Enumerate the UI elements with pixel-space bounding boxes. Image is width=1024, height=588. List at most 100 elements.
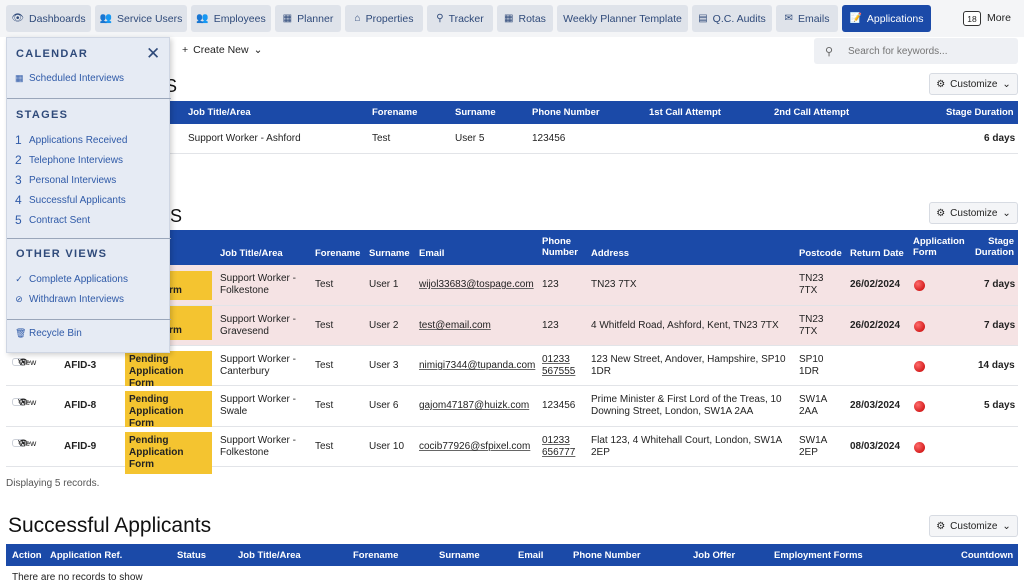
col-address[interactable]: Address [591, 248, 630, 259]
customize-button-2[interactable]: ⚙ Customize ⌄ [929, 202, 1018, 224]
cell-forename: Test [315, 320, 334, 331]
col-application-ref[interactable]: Application Ref. [50, 550, 123, 561]
col-email[interactable]: Email [419, 248, 445, 259]
chevron-down-icon: ⌄ [1002, 207, 1011, 219]
sidebar-item-withdrawn-interviews[interactable]: ⊘ Withdrawn Interviews [15, 294, 125, 305]
col-1st-call[interactable]: 1st Call Attempt [649, 107, 721, 118]
col-status[interactable]: Status [177, 550, 207, 561]
cell-email[interactable]: nimigi7344@tupanda.com [419, 360, 536, 371]
table-row[interactable]: 👁 View AFID-3 Pending Application Form Su… [6, 346, 1018, 393]
sidebar-item-complete-applications[interactable]: ✓ Complete Applications [15, 274, 128, 285]
cell-duration: 14 days [978, 360, 1015, 371]
sidebar-item-recycle-bin[interactable]: 🗑 Recycle Bin [15, 328, 82, 339]
sidebar-item-scheduled-interviews[interactable]: ▦ Scheduled Interviews [15, 73, 125, 84]
home-icon: ⌂ [354, 13, 361, 24]
sidebar-item-stage-1[interactable]: 1 Applications Received [15, 133, 128, 147]
nav-applications[interactable]: 📝 Applications [842, 5, 931, 32]
col-forename[interactable]: Forename [372, 107, 418, 118]
cell-job: Support Worker - Canterbury [220, 354, 296, 377]
cell-application-id[interactable]: AFID-9 [64, 441, 97, 452]
nav-service-users[interactable]: 👥 Service Users [95, 5, 187, 32]
nav-tracker[interactable]: ⚲ Tracker [427, 5, 493, 32]
table-row[interactable]: Support Worker - Ashford Test User 5 123… [6, 124, 1018, 154]
nav-qc-audits[interactable]: ▤ Q.C. Audits [692, 5, 772, 32]
col-job-offer[interactable]: Job Offer [693, 550, 736, 561]
customize-button-3[interactable]: ⚙ Customize ⌄ [929, 515, 1018, 537]
cell-email[interactable]: test@email.com [419, 320, 491, 331]
gear-icon: ⚙ [936, 78, 946, 90]
col-surname[interactable]: Surname [455, 107, 496, 118]
cell-application-id[interactable]: AFID-3 [64, 360, 97, 371]
cell-job: Support Worker - Swale [220, 394, 296, 417]
nav-weekly-planner-template[interactable]: Weekly Planner Template [557, 5, 688, 32]
status-badge: Pending Application Form [125, 391, 212, 433]
more-count-badge[interactable]: 18 [963, 11, 981, 26]
col-phone[interactable]: Phone Number [542, 236, 578, 258]
search-input[interactable] [848, 45, 1008, 57]
col-email[interactable]: Email [518, 550, 544, 561]
cell-email[interactable]: gajom47187@huizk.com [419, 400, 530, 411]
col-forename[interactable]: Forename [315, 248, 361, 259]
sidebar-item-stage-2[interactable]: 2 Telephone Interviews [15, 153, 123, 167]
nav-employees[interactable]: 👥 Employees [191, 5, 271, 32]
create-new-button[interactable]: + Create New ⌄ [182, 44, 263, 56]
cell-postcode: TN23 7TX [799, 314, 824, 337]
col-phone[interactable]: Phone Number [573, 550, 641, 561]
cell-address: 4 Whitfeld Road, Ashford, Kent, TN23 7TX [591, 320, 779, 331]
cell-phone: 123 [542, 320, 559, 331]
cell-email[interactable]: cocib77926@sfpixel.com [419, 441, 531, 452]
sidebar-item-stage-4[interactable]: 4 Successful Applicants [15, 193, 126, 207]
section2-title: S [170, 206, 183, 226]
close-icon[interactable]: ✕ [146, 44, 161, 63]
view-button[interactable]: 👁 View [12, 397, 36, 407]
red-status-icon [914, 280, 925, 291]
cell-application-id[interactable]: AFID-8 [64, 400, 97, 411]
col-return-date[interactable]: Return Date [850, 248, 904, 259]
nav-dashboards[interactable]: 👁 Dashboards [6, 5, 91, 32]
cell-address: 123 New Street, Andover, Hampshire, SP10… [591, 354, 786, 377]
col-2nd-call[interactable]: 2nd Call Attempt [774, 107, 850, 118]
col-job-title[interactable]: Job Title/Area [188, 107, 251, 118]
other-views-heading: OTHER VIEWS [16, 248, 108, 260]
col-forename[interactable]: Forename [353, 550, 399, 561]
col-employment-forms[interactable]: Employment Forms [774, 550, 863, 561]
view-button[interactable]: 👁 View [12, 357, 36, 367]
sidebar-item-stage-3[interactable]: 3 Personal Interviews [15, 173, 117, 187]
col-job-title[interactable]: Job Title/Area [238, 550, 301, 561]
table-row[interactable]: n Form Support Worker - Gravesend Test U… [6, 306, 1018, 346]
cell-return-date: 26/02/2024 [850, 320, 901, 331]
col-countdown[interactable]: Countdown [961, 550, 1014, 561]
cell-email[interactable]: wijol33683@tospage.com [419, 279, 534, 290]
cell-forename: Test [315, 360, 334, 371]
col-postcode[interactable]: Postcode [799, 248, 842, 259]
section3-table-header: Action Application Ref. Status Job Title… [6, 544, 1018, 566]
cell-return-date: 08/03/2024 [850, 441, 901, 452]
sidebar-item-stage-5[interactable]: 5 Contract Sent [15, 213, 91, 227]
section2-table-header: Job Title/Area Forename Surname Email Ph… [6, 230, 1018, 265]
ban-icon: ⊘ [15, 294, 23, 304]
col-surname[interactable]: Surname [369, 248, 410, 259]
col-action[interactable]: Action [12, 550, 42, 561]
stages-sidebar-panel: CALENDAR ✕ ▦ Scheduled Interviews STAGES … [6, 37, 171, 353]
cell-phone[interactable]: 01233 656777 [542, 435, 576, 458]
col-surname[interactable]: Surname [439, 550, 480, 561]
cell-phone[interactable]: 01233 567555 [542, 354, 576, 377]
nav-emails[interactable]: ✉ Emails [776, 5, 838, 32]
nav-properties[interactable]: ⌂ Properties [345, 5, 423, 32]
customize-button-1[interactable]: ⚙ Customize ⌄ [929, 73, 1018, 95]
grid-calendar-icon: ▦ [504, 13, 514, 24]
view-button[interactable]: 👁 View [12, 438, 36, 448]
more-button[interactable]: More [987, 12, 1011, 24]
nav-rotas[interactable]: ▦ Rotas [497, 5, 553, 32]
col-stage-duration[interactable]: Stage Duration [974, 236, 1014, 258]
col-phone[interactable]: Phone Number [532, 107, 600, 118]
eye-icon: 👁 [18, 357, 29, 367]
table-row[interactable]: 👁 View AFID-9 Pending Application Form Su… [6, 427, 1018, 474]
cell-address: TN23 7TX [591, 279, 637, 290]
table-row[interactable]: 👁 View AFID-8 Pending Application Form Su… [6, 386, 1018, 433]
nav-planner[interactable]: ▦ Planner [275, 5, 341, 32]
divider [7, 238, 171, 239]
col-job-title[interactable]: Job Title/Area [220, 248, 283, 259]
col-application-form[interactable]: Application Form [913, 236, 965, 258]
col-stage-duration[interactable]: Stage Duration [946, 107, 1014, 118]
